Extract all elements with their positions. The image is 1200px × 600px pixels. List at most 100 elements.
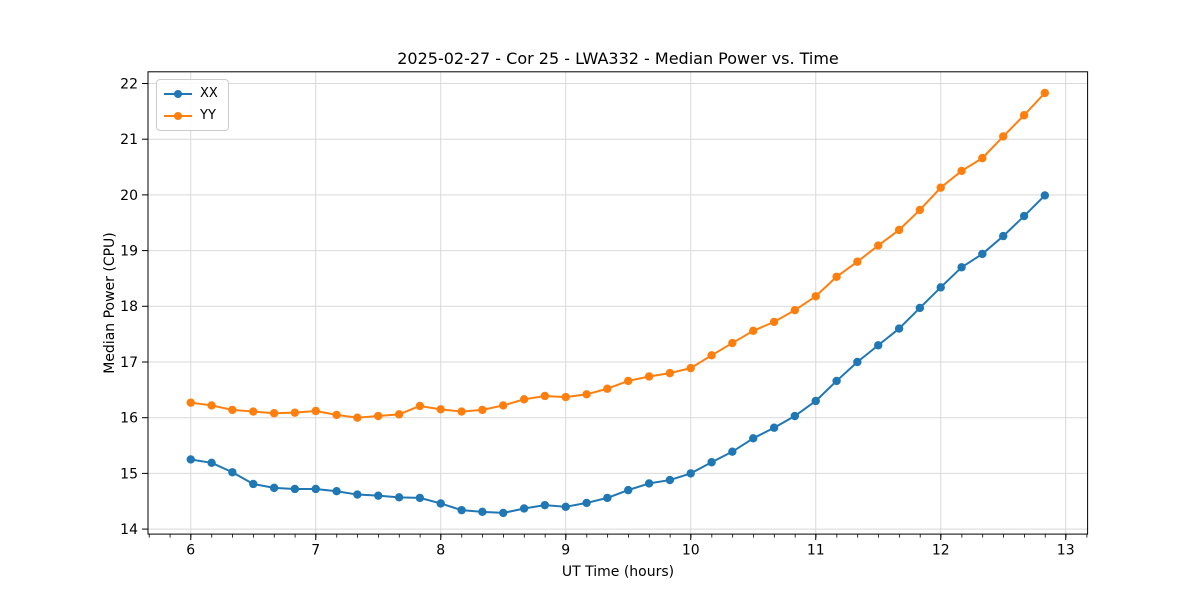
legend-item-xx: XX (164, 84, 218, 104)
data-point-xx (769, 423, 779, 432)
data-point-xx (186, 455, 195, 464)
data-point-yy (353, 413, 362, 422)
data-point-xx (478, 507, 487, 517)
x-tick-label: 12 (932, 543, 950, 559)
data-point-xx (894, 324, 904, 333)
legend: XX YY (156, 79, 229, 131)
data-point-xx (978, 249, 987, 259)
data-point-yy (624, 376, 633, 386)
data-point-xx (290, 484, 300, 494)
data-point-xx (499, 508, 508, 518)
data-point-yy (249, 407, 258, 416)
data-point-yy (207, 401, 216, 410)
data-point-yy (603, 384, 612, 393)
data-point-xx (603, 493, 612, 503)
data-point-xx (269, 483, 279, 493)
data-point-xx (457, 505, 466, 515)
x-tick-label: 9 (561, 543, 570, 559)
data-point-yy (290, 408, 300, 417)
data-point-xx (728, 447, 737, 456)
data-point-xx (311, 484, 320, 494)
data-point-yy (269, 409, 279, 418)
data-point-xx (624, 485, 633, 495)
data-point-xx (228, 468, 237, 477)
x-tick-label: 13 (1057, 543, 1075, 559)
y-tick-label: 15 (120, 466, 138, 482)
data-point-yy (1040, 88, 1050, 98)
data-point-yy (707, 351, 716, 360)
x-tick-label: 11 (807, 543, 825, 559)
data-point-xx (644, 479, 654, 488)
data-point-yy (436, 405, 445, 414)
data-point-yy (582, 390, 591, 399)
data-point-xx (353, 490, 362, 499)
data-point-xx (853, 357, 862, 367)
data-point-xx (749, 434, 758, 443)
y-tick-label: 22 (120, 76, 138, 92)
data-point-xx (686, 469, 695, 478)
data-point-xx (915, 303, 925, 313)
data-point-yy (894, 225, 904, 235)
data-point-yy (499, 401, 508, 410)
data-point-yy (394, 410, 404, 419)
data-point-yy (415, 401, 425, 411)
data-point-xx (540, 500, 550, 510)
data-point-xx (1040, 191, 1050, 200)
data-point-yy (311, 406, 320, 416)
data-point-yy (790, 305, 800, 315)
data-point-yy (874, 241, 883, 250)
data-point-yy (936, 183, 945, 192)
data-point-yy (540, 391, 550, 401)
series-line-yy (190, 92, 1046, 419)
plot-border (147, 71, 1089, 535)
legend-label-xx: XX (200, 86, 218, 101)
data-point-xx (207, 458, 216, 468)
data-point-yy (999, 132, 1008, 141)
series-line-xx (190, 194, 1046, 514)
chart-title: 2025-02-27 - Cor 25 - LWA332 - Median Po… (397, 49, 839, 68)
legend-item-yy: YY (164, 106, 218, 126)
data-point-xx (874, 341, 883, 350)
data-point-yy (749, 326, 758, 335)
data-point-xx (957, 263, 966, 272)
data-point-xx (811, 396, 820, 406)
data-point-yy (811, 292, 820, 301)
x-tick-label: 6 (186, 543, 195, 559)
data-point-yy (978, 153, 987, 163)
data-point-yy (686, 363, 695, 373)
data-point-yy (374, 411, 383, 421)
data-point-yy (478, 405, 487, 415)
data-point-yy (665, 368, 675, 378)
data-point-xx (1019, 211, 1029, 221)
data-point-yy (957, 166, 966, 176)
data-point-yy (457, 407, 466, 416)
data-point-xx (249, 479, 258, 489)
y-tick-label: 20 (120, 188, 138, 204)
data-point-xx (332, 487, 341, 496)
data-point-yy (915, 205, 925, 215)
legend-label-yy: YY (200, 108, 216, 123)
data-point-yy (519, 395, 529, 404)
x-axis-label: UT Time (hours) (561, 564, 675, 580)
data-point-xx (436, 499, 445, 508)
data-point-xx (790, 411, 800, 421)
data-point-yy (644, 372, 654, 381)
y-tick-label: 21 (120, 132, 138, 148)
data-point-xx (415, 493, 425, 503)
data-point-xx (561, 502, 570, 512)
y-tick-label: 14 (120, 522, 138, 538)
data-point-xx (519, 504, 529, 513)
data-point-yy (561, 392, 570, 402)
y-tick-label: 16 (120, 411, 138, 427)
data-point-yy (853, 257, 862, 266)
data-point-yy (1019, 111, 1029, 120)
data-point-xx (999, 231, 1008, 241)
x-tick-label: 7 (311, 543, 320, 559)
x-tick-label: 8 (436, 543, 445, 559)
data-point-xx (936, 283, 945, 292)
data-point-xx (707, 458, 716, 467)
data-point-yy (832, 272, 841, 281)
data-point-xx (665, 475, 675, 485)
